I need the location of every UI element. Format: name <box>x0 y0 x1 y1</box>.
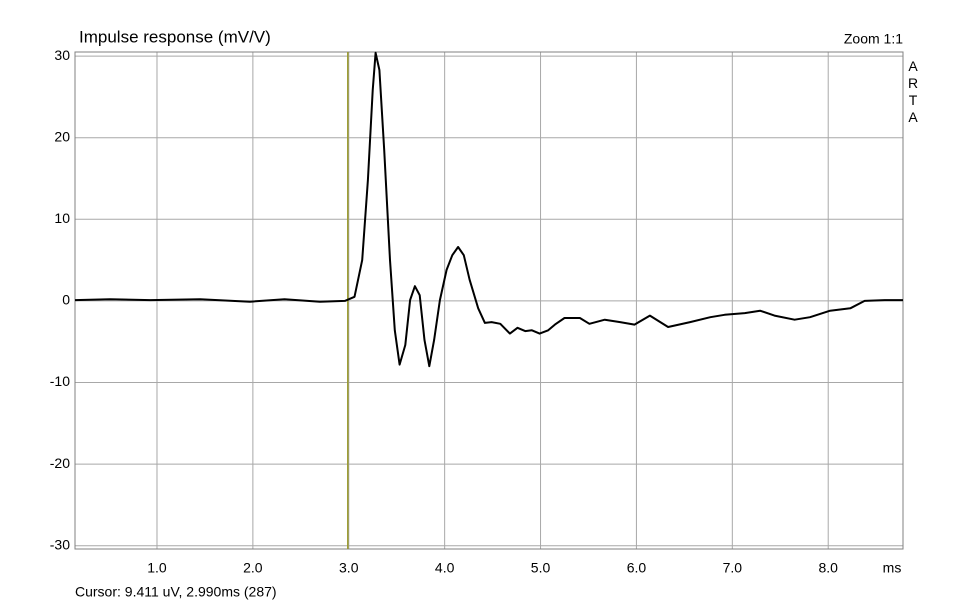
y-tick-label: 10 <box>54 210 70 226</box>
watermark: ARTA <box>905 58 921 126</box>
chart-title: Impulse response (mV/V) <box>79 27 271 46</box>
zoom-label: Zoom 1:1 <box>844 31 903 47</box>
x-tick-label: 8.0 <box>818 560 838 576</box>
x-tick-label: 7.0 <box>723 560 743 576</box>
x-tick-label: 4.0 <box>435 560 455 576</box>
y-tick-label: 20 <box>54 128 70 144</box>
impulse-line <box>74 51 903 368</box>
y-tick-label: -30 <box>50 536 70 552</box>
x-tick-label: 2.0 <box>243 560 263 576</box>
x-tick-label: 5.0 <box>531 560 551 576</box>
x-tick-label: 1.0 <box>147 560 167 576</box>
x-tick-label: 6.0 <box>627 560 647 576</box>
y-tick-label: 0 <box>62 292 70 308</box>
y-tick-label: -10 <box>50 373 70 389</box>
y-tick-label: -20 <box>50 455 70 471</box>
x-tick-label: 3.0 <box>339 560 359 576</box>
y-tick-label: 30 <box>54 47 70 63</box>
cursor-readout: Cursor: 9.411 uV, 2.990ms (287) <box>75 584 277 600</box>
x-axis-label: ms <box>883 560 902 576</box>
